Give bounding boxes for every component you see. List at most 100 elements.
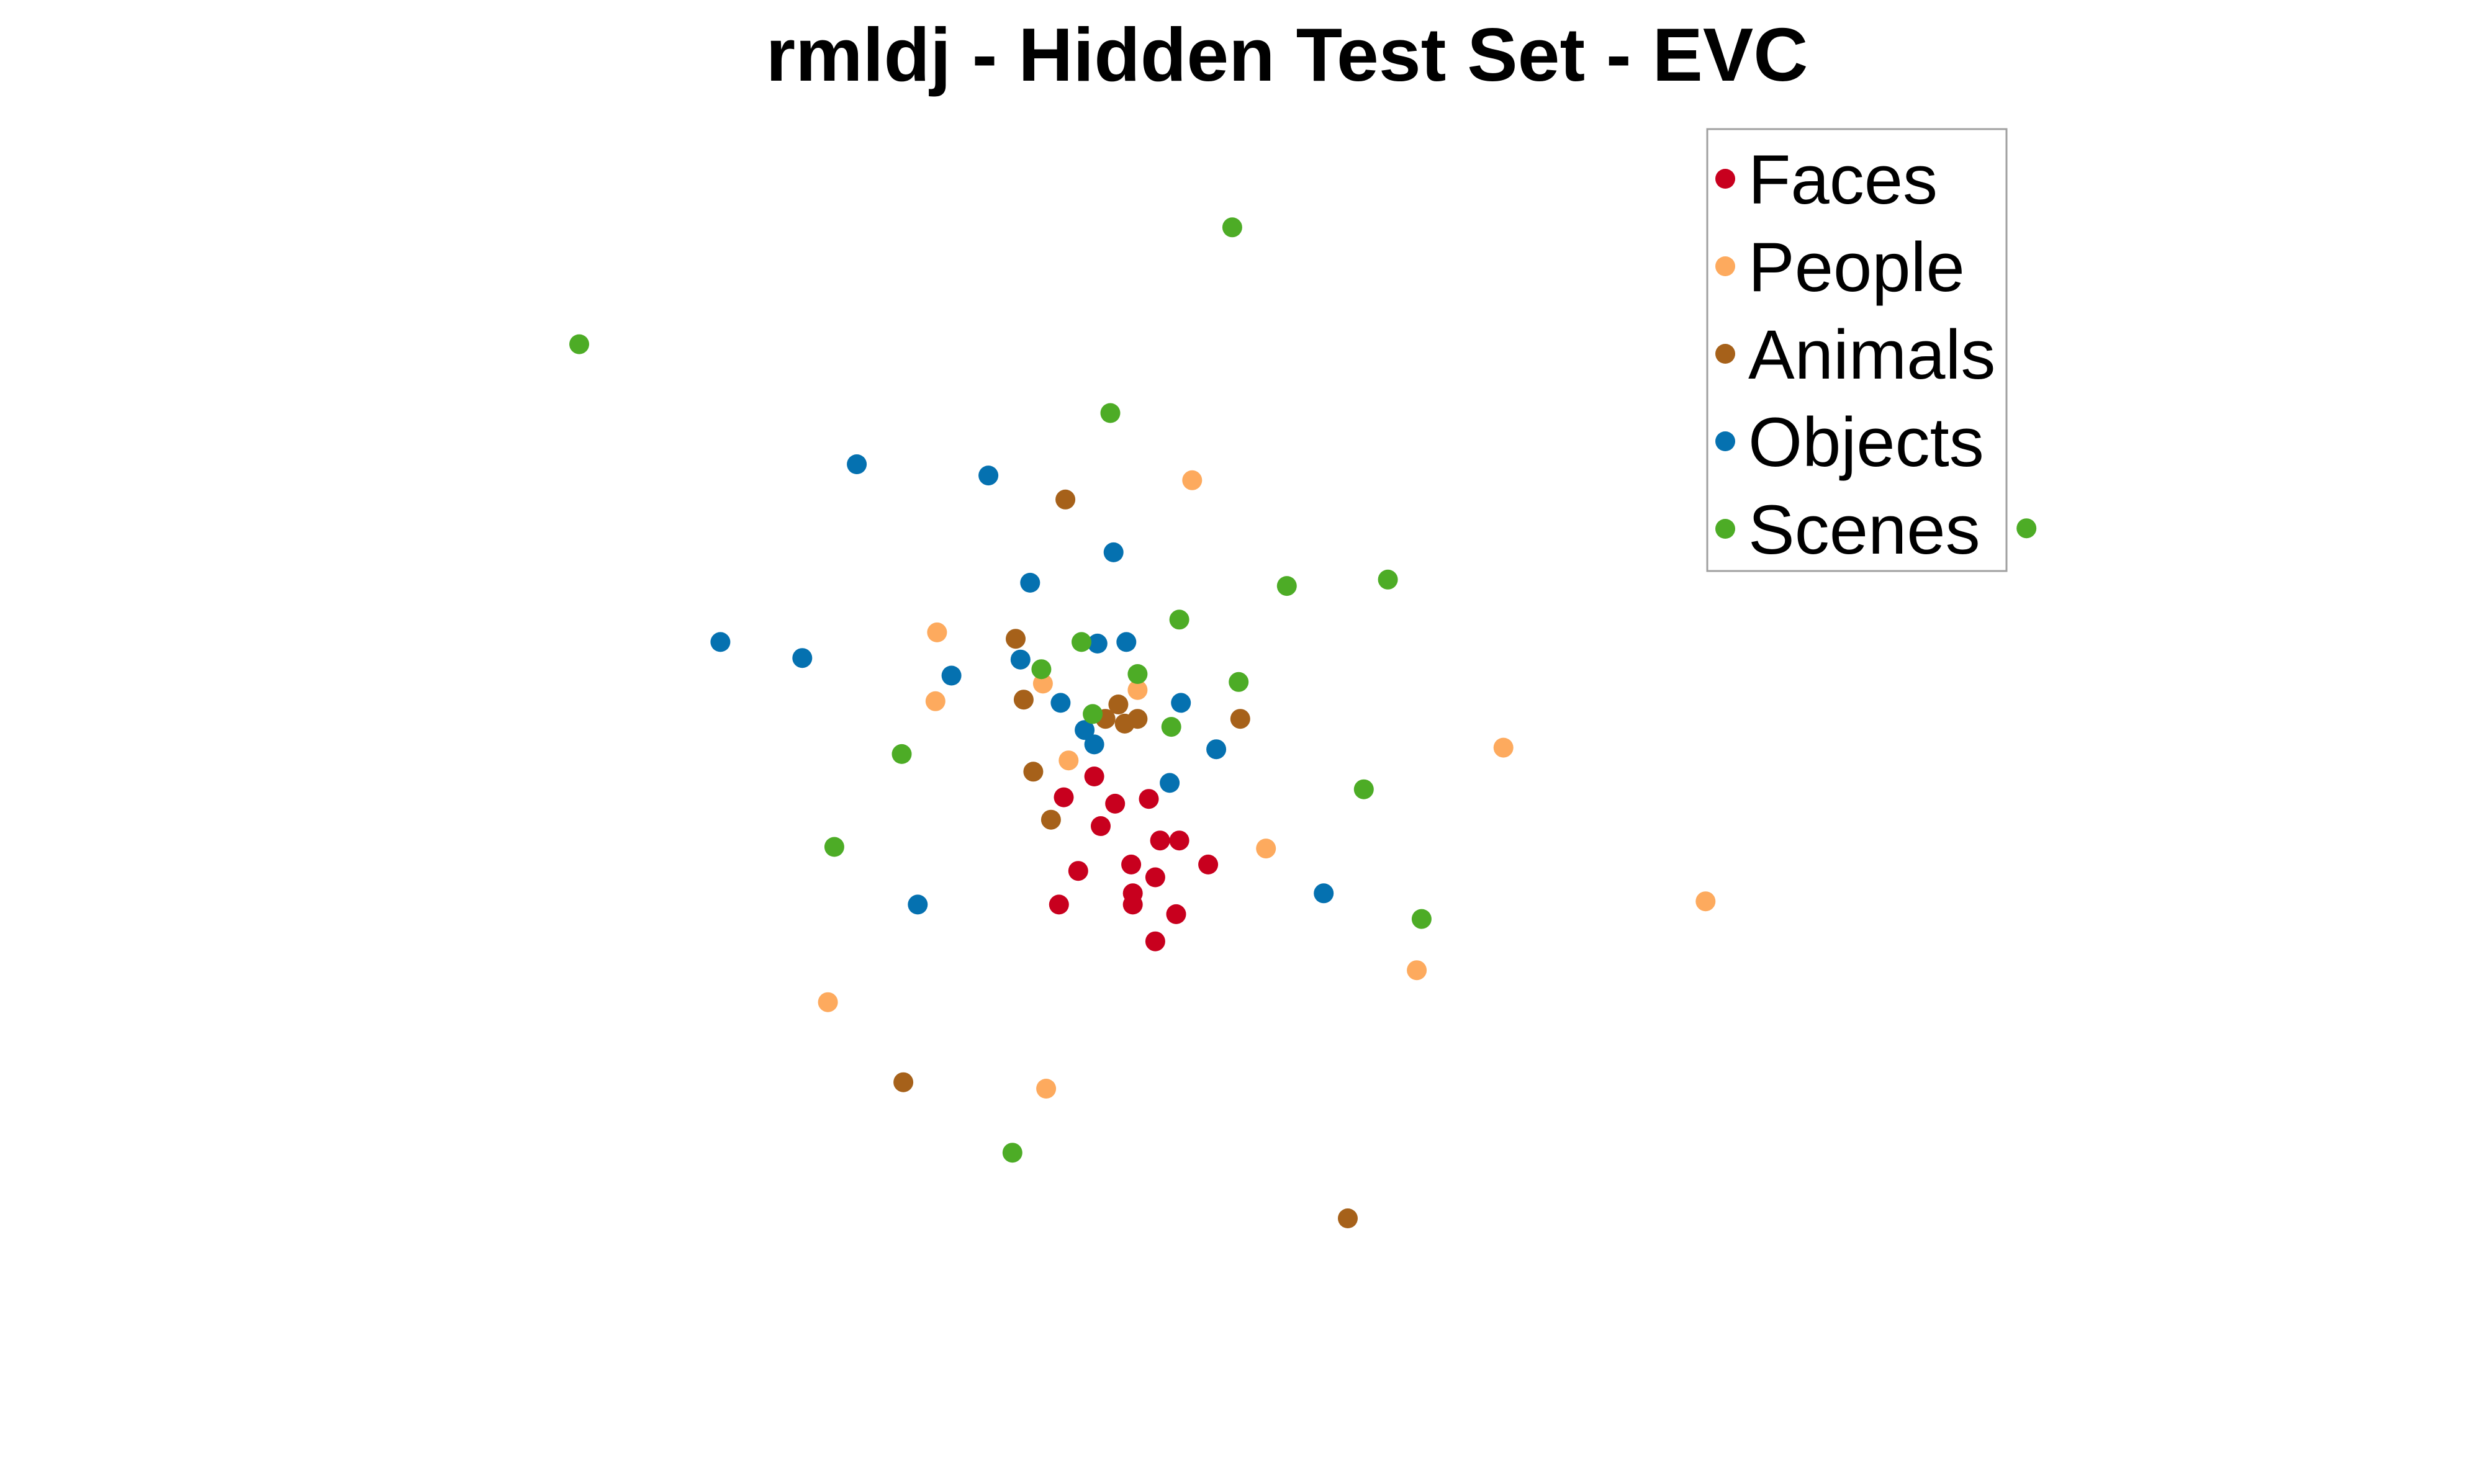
legend-marker-animals	[1715, 344, 1735, 364]
legend-label-faces: Faces	[1748, 141, 1938, 218]
legend-label-scenes: Scenes	[1748, 491, 1980, 569]
chart-title: rmldj - Hidden Test Set - EVC	[766, 12, 1808, 97]
point-animals-2	[1013, 690, 1034, 710]
point-objects-9	[941, 665, 962, 686]
legend-entry-objects: Objects	[1715, 403, 1984, 481]
point-people-4	[925, 691, 946, 711]
point-scenes-17	[1002, 1143, 1022, 1163]
point-objects-12	[1075, 720, 1095, 740]
point-people-8	[1695, 891, 1716, 912]
point-faces-6	[1169, 830, 1189, 851]
point-animals-10	[893, 1072, 914, 1092]
point-faces-12	[1049, 894, 1069, 915]
point-faces-4	[1091, 816, 1111, 836]
point-objects-11	[1171, 693, 1191, 713]
point-scenes-16	[1411, 909, 1432, 929]
point-animals-7	[1230, 709, 1250, 729]
point-people-1	[927, 622, 947, 642]
point-animals-8	[1023, 762, 1044, 782]
point-scenes-2	[1100, 403, 1121, 423]
point-scenes-1	[569, 334, 589, 354]
point-scenes-6	[1169, 609, 1189, 630]
point-faces-10	[1145, 867, 1165, 888]
legend-entry-people: People	[1715, 228, 1965, 306]
point-scenes-15	[824, 837, 844, 857]
point-objects-17	[908, 894, 928, 915]
series-objects	[710, 454, 1334, 915]
legend-marker-objects	[1715, 431, 1735, 451]
point-faces-2	[1139, 789, 1159, 809]
point-people-6	[1493, 737, 1514, 758]
point-objects-14	[1206, 739, 1227, 760]
point-people-7	[1256, 839, 1276, 859]
point-scenes-12	[1161, 717, 1181, 737]
point-objects-15	[1160, 773, 1180, 793]
point-people-10	[818, 992, 838, 1012]
point-people-5	[1058, 750, 1079, 771]
point-scenes-0	[1222, 217, 1242, 238]
legend: Faces People Animals Objects Scenes	[1706, 128, 2008, 572]
point-faces-1	[1054, 787, 1074, 807]
point-objects-8	[1010, 649, 1031, 670]
legend-label-animals: Animals	[1748, 316, 1995, 393]
point-people-9	[1407, 960, 1427, 981]
legend-entry-scenes: Scenes	[1715, 491, 1980, 569]
legend-entries: Faces People Animals Objects Scenes	[1715, 141, 1995, 569]
point-people-3	[1127, 680, 1148, 700]
legend-marker-scenes	[1715, 519, 1735, 539]
point-objects-7	[792, 648, 813, 668]
point-animals-9	[1040, 809, 1061, 830]
point-scenes-4	[1378, 569, 1398, 590]
legend-entry-animals: Animals	[1715, 316, 1995, 393]
point-faces-14	[1166, 904, 1186, 924]
point-scenes-14	[1353, 779, 1374, 799]
point-people-0	[1182, 470, 1203, 490]
point-faces-0	[1084, 767, 1104, 786]
point-scenes-11	[1083, 704, 1103, 724]
point-people-11	[1036, 1079, 1057, 1099]
series-faces	[1049, 767, 1219, 951]
point-objects-4	[710, 632, 731, 652]
point-faces-5	[1150, 830, 1170, 851]
point-objects-5	[1087, 633, 1108, 654]
legend-marker-faces	[1715, 169, 1735, 189]
point-objects-0	[847, 454, 867, 474]
point-faces-15	[1145, 931, 1165, 951]
point-objects-1	[978, 465, 999, 486]
point-scenes-10	[1229, 672, 1249, 692]
series-animals	[893, 489, 1358, 1228]
series-scenes	[569, 217, 2037, 1163]
point-people-2	[1032, 673, 1053, 694]
point-animals-1	[1006, 629, 1026, 649]
point-scenes-8	[1031, 659, 1052, 680]
point-faces-9	[1068, 861, 1088, 881]
legend-label-people: People	[1748, 228, 1965, 306]
legend-marker-people	[1715, 256, 1735, 276]
point-scenes-3	[2016, 518, 2037, 539]
point-scenes-9	[1127, 664, 1148, 684]
point-objects-10	[1050, 693, 1071, 713]
point-animals-0	[1055, 489, 1076, 510]
point-faces-13	[1122, 894, 1143, 915]
legend-box	[1706, 128, 2008, 572]
point-objects-2	[1103, 542, 1124, 562]
legend-entry-faces: Faces	[1715, 141, 1938, 218]
data-points	[569, 217, 2037, 1228]
point-faces-7	[1121, 854, 1142, 875]
point-objects-6	[1116, 632, 1137, 652]
legend-label-objects: Objects	[1748, 403, 1984, 481]
point-objects-16	[1314, 883, 1334, 904]
point-scenes-13	[891, 744, 912, 764]
point-objects-3	[1020, 572, 1040, 593]
point-objects-13	[1084, 734, 1104, 755]
point-faces-3	[1105, 793, 1126, 814]
point-animals-6	[1127, 709, 1148, 729]
point-faces-8	[1198, 854, 1219, 875]
point-scenes-5	[1276, 576, 1297, 596]
point-animals-11	[1338, 1208, 1358, 1228]
series-people	[818, 470, 1716, 1099]
point-animals-3	[1108, 695, 1129, 714]
